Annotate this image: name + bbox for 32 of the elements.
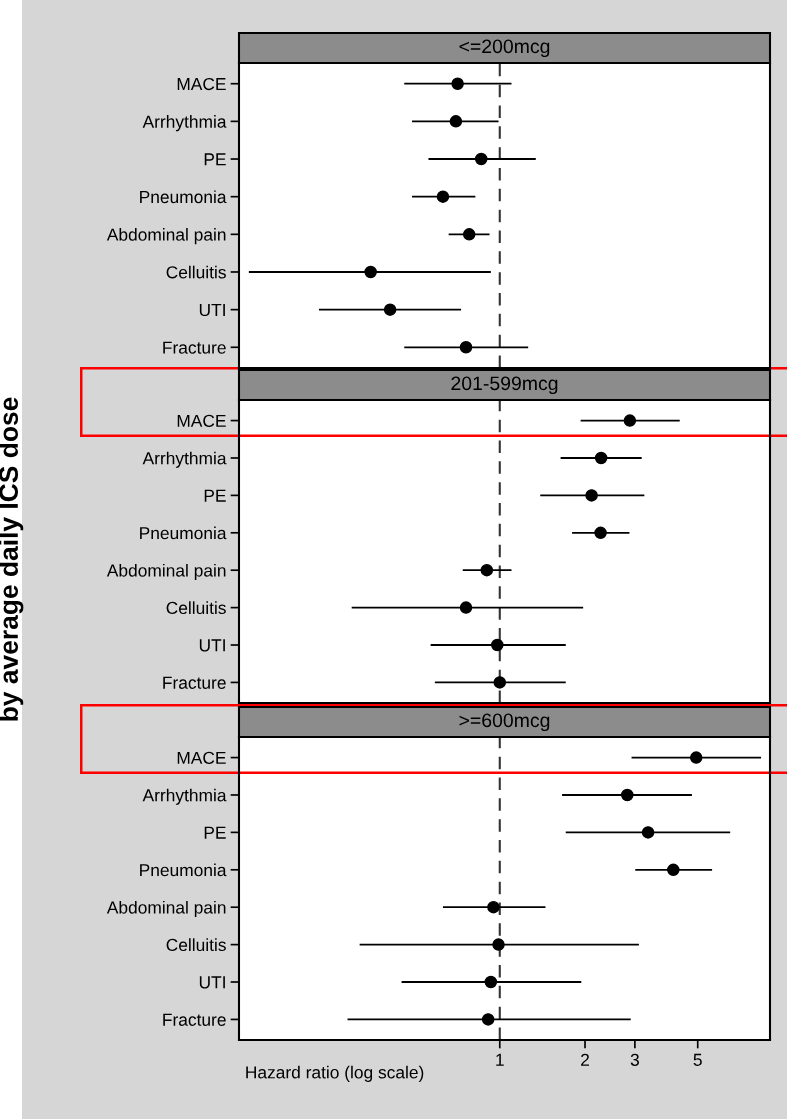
y-tick-label: MACE bbox=[177, 751, 226, 765]
y-tick-label: Pneumonia bbox=[140, 526, 227, 540]
y-tick-label: Arrhythmia bbox=[142, 451, 227, 468]
y-tick-label: Celluitis bbox=[166, 938, 226, 952]
y-tick-label: Fracture bbox=[163, 341, 226, 354]
y-tick-label: PE bbox=[204, 826, 226, 839]
y-tick-label: Arrhythmia bbox=[142, 788, 227, 805]
y-tick-label: PE bbox=[204, 153, 226, 166]
chart-title: 201-599mcg bbox=[451, 376, 558, 395]
y-tick-label: Fracture bbox=[163, 676, 226, 689]
y-tick-label: UTI bbox=[199, 303, 225, 317]
y-tick-label: Pneumonia bbox=[140, 190, 227, 204]
chart-title: >=600mcg bbox=[459, 713, 550, 732]
x-axis-title: Hazard ratio (log scale) bbox=[246, 1065, 424, 1082]
x-tick-label: 1 bbox=[496, 1053, 504, 1066]
x-tick-label: 2 bbox=[581, 1053, 589, 1066]
y-tick-label: Abdominal pain bbox=[106, 228, 226, 245]
y-tick-label: MACE bbox=[177, 414, 226, 428]
y-tick-label: MACE bbox=[177, 77, 226, 91]
y-tick-label: Pneumonia bbox=[140, 863, 227, 877]
y-tick-label: Celluitis bbox=[166, 601, 226, 615]
y-tick-label: Abdominal pain bbox=[106, 563, 226, 581]
y-tick-label: UTI bbox=[199, 976, 225, 989]
x-tick-label: 5 bbox=[693, 1053, 702, 1066]
y-tick-label: Arrhythmia bbox=[142, 115, 227, 132]
y-tick-label: UTI bbox=[199, 639, 225, 652]
y-tick-label: Abdominal pain bbox=[106, 900, 226, 918]
chart-title: <=200mcg bbox=[459, 39, 550, 58]
y-tick-label: Fracture bbox=[163, 1013, 226, 1026]
y-tick-label: PE bbox=[204, 489, 226, 502]
x-tick-label: 3 bbox=[630, 1053, 639, 1066]
y-tick-label: Celluitis bbox=[166, 265, 226, 279]
